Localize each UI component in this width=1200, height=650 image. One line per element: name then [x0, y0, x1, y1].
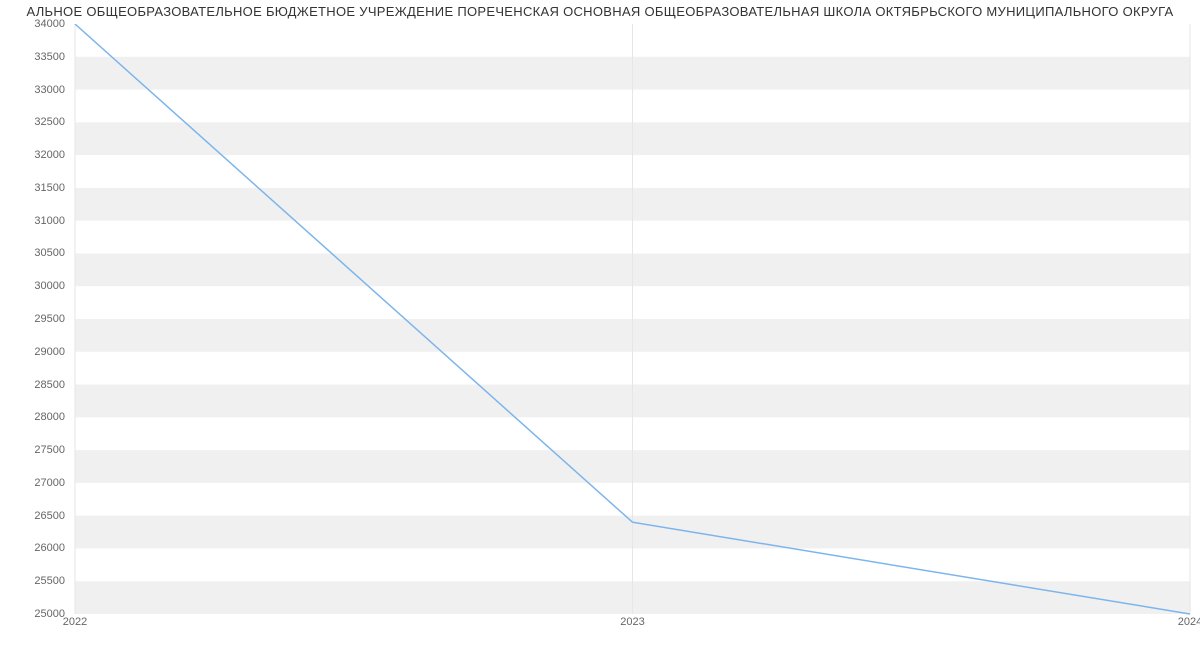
x-axis-labels: 2022 2023 2024	[0, 614, 1200, 634]
x-tick-label: 2023	[620, 616, 644, 628]
x-tick-label: 2024	[1178, 616, 1200, 628]
chart-title: АЛЬНОЕ ОБЩЕОБРАЗОВАТЕЛЬНОЕ БЮДЖЕТНОЕ УЧР…	[0, 4, 1200, 19]
chart-area: 2500025500260002650027000275002800028500…	[0, 24, 1200, 640]
chart-svg	[0, 24, 1200, 640]
x-tick-label: 2022	[63, 616, 87, 628]
